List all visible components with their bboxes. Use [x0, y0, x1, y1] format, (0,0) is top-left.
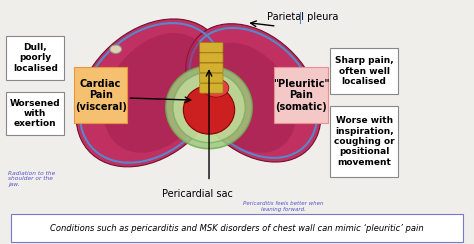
- Text: Sharp pain,
often well
localised: Sharp pain, often well localised: [335, 56, 393, 86]
- FancyBboxPatch shape: [200, 73, 223, 83]
- Ellipse shape: [183, 86, 235, 134]
- Text: Worsened
with
exertion: Worsened with exertion: [10, 99, 61, 128]
- Ellipse shape: [166, 66, 252, 149]
- Ellipse shape: [203, 79, 229, 97]
- FancyBboxPatch shape: [200, 83, 223, 93]
- Text: Conditions such as pericarditis and MSK disorders of chest wall can mimic ‘pleur: Conditions such as pericarditis and MSK …: [50, 224, 424, 233]
- FancyBboxPatch shape: [200, 43, 223, 52]
- Ellipse shape: [103, 33, 212, 153]
- Ellipse shape: [76, 19, 226, 167]
- FancyBboxPatch shape: [274, 67, 328, 123]
- Text: Pericarditis feels better when
leaning forward.: Pericarditis feels better when leaning f…: [243, 201, 324, 212]
- Ellipse shape: [110, 45, 122, 53]
- FancyBboxPatch shape: [330, 106, 398, 177]
- FancyBboxPatch shape: [330, 48, 398, 94]
- Text: Radiation to the
shoulder or the
jaw.: Radiation to the shoulder or the jaw.: [9, 171, 56, 187]
- FancyBboxPatch shape: [6, 36, 64, 80]
- Text: Dull,
poorly
localised: Dull, poorly localised: [13, 43, 58, 73]
- FancyBboxPatch shape: [200, 63, 223, 73]
- Text: "Pleuritic"
Pain
(somatic): "Pleuritic" Pain (somatic): [273, 79, 329, 112]
- FancyBboxPatch shape: [6, 92, 64, 135]
- FancyBboxPatch shape: [11, 214, 463, 242]
- Ellipse shape: [173, 72, 245, 143]
- Text: Worse with
inspiration,
coughing or
positional
movement: Worse with inspiration, coughing or posi…: [334, 116, 394, 167]
- Text: Pericardial sac: Pericardial sac: [162, 189, 233, 199]
- Ellipse shape: [197, 43, 296, 153]
- FancyBboxPatch shape: [74, 67, 128, 123]
- Text: Cardiac
Pain
(visceral): Cardiac Pain (visceral): [75, 79, 127, 112]
- FancyBboxPatch shape: [200, 53, 223, 62]
- Ellipse shape: [186, 24, 321, 162]
- Text: Parietal pleura: Parietal pleura: [267, 12, 339, 22]
